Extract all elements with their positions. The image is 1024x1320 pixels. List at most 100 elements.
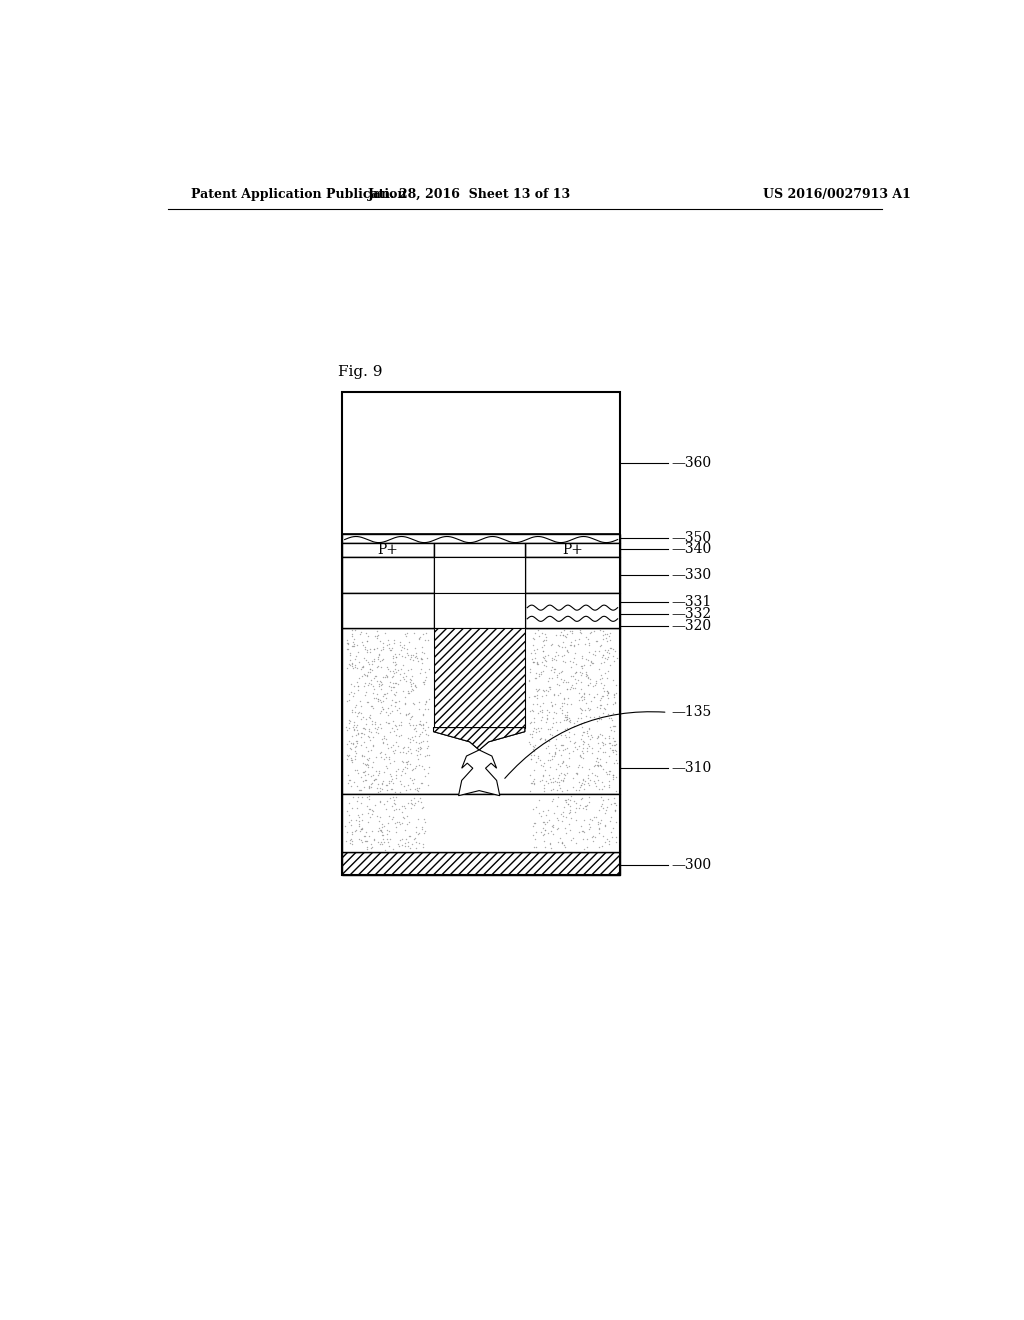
- Point: [349, 804, 366, 825]
- Point: [571, 822, 588, 843]
- Point: [525, 651, 542, 672]
- Point: [592, 813, 608, 834]
- Point: [371, 760, 387, 781]
- Point: [581, 813, 597, 834]
- Point: [400, 682, 417, 704]
- Point: [410, 741, 426, 762]
- Point: [408, 739, 424, 760]
- Point: [401, 767, 418, 788]
- Point: [586, 770, 602, 791]
- Point: [572, 746, 589, 767]
- Point: [526, 686, 543, 708]
- Point: [377, 684, 393, 705]
- Point: [534, 727, 550, 748]
- Point: [547, 742, 563, 763]
- Point: [367, 795, 383, 816]
- Point: [402, 797, 419, 818]
- Point: [344, 750, 360, 771]
- Point: [360, 675, 377, 696]
- Point: [353, 809, 370, 830]
- Point: [412, 710, 428, 731]
- Point: [574, 768, 591, 789]
- Point: [557, 738, 573, 759]
- Point: [368, 722, 384, 743]
- Point: [542, 701, 558, 722]
- Point: [355, 675, 372, 696]
- Point: [353, 656, 370, 677]
- Point: [411, 777, 427, 799]
- Point: [599, 693, 615, 714]
- Point: [554, 780, 570, 801]
- Point: [370, 656, 386, 677]
- Point: [386, 632, 402, 653]
- Point: [394, 655, 411, 676]
- Point: [602, 821, 618, 842]
- Point: [389, 758, 406, 779]
- Point: [587, 826, 603, 847]
- Point: [361, 799, 378, 820]
- Point: [348, 719, 365, 741]
- Point: [392, 711, 409, 733]
- Point: [603, 739, 620, 760]
- Point: [595, 644, 611, 665]
- Point: [413, 772, 429, 793]
- Point: [594, 793, 610, 814]
- Point: [374, 813, 390, 834]
- Point: [378, 829, 394, 850]
- Point: [367, 651, 383, 672]
- Point: [387, 768, 403, 789]
- Point: [571, 628, 588, 649]
- Point: [541, 677, 557, 698]
- Point: [521, 700, 538, 721]
- Point: [371, 644, 387, 665]
- Point: [372, 792, 388, 813]
- Point: [568, 653, 585, 675]
- Point: [364, 721, 380, 742]
- Point: [597, 803, 613, 824]
- Point: [358, 748, 375, 770]
- Point: [391, 635, 408, 656]
- Point: [538, 711, 554, 733]
- Point: [350, 667, 367, 688]
- Point: [341, 689, 357, 710]
- Point: [528, 722, 545, 743]
- Point: [353, 620, 370, 642]
- Point: [581, 785, 597, 807]
- Point: [346, 719, 362, 741]
- Point: [339, 744, 355, 766]
- Point: [417, 821, 433, 842]
- Point: [590, 725, 606, 746]
- Point: [591, 818, 607, 840]
- Point: [529, 702, 546, 723]
- Point: [563, 635, 580, 656]
- Point: [349, 634, 366, 655]
- Point: [547, 645, 563, 667]
- Point: [400, 825, 417, 846]
- Point: [386, 750, 402, 771]
- Point: [400, 832, 417, 853]
- Point: [604, 766, 621, 787]
- Point: [411, 809, 427, 830]
- Point: [375, 632, 391, 653]
- Point: [574, 730, 591, 751]
- Point: [566, 677, 583, 698]
- Point: [378, 755, 394, 776]
- Point: [549, 667, 565, 688]
- Point: [415, 715, 431, 737]
- Point: [531, 721, 548, 742]
- Point: [371, 818, 387, 840]
- Point: [600, 833, 616, 854]
- Point: [600, 726, 616, 747]
- Point: [525, 799, 542, 820]
- Point: [394, 796, 411, 817]
- Point: [547, 771, 563, 792]
- Point: [557, 708, 573, 729]
- Point: [386, 781, 402, 803]
- Point: [344, 725, 360, 746]
- Point: [555, 801, 571, 822]
- Bar: [342, 557, 433, 594]
- Point: [383, 779, 399, 800]
- Point: [575, 682, 592, 704]
- Point: [581, 632, 597, 653]
- Point: [537, 730, 553, 751]
